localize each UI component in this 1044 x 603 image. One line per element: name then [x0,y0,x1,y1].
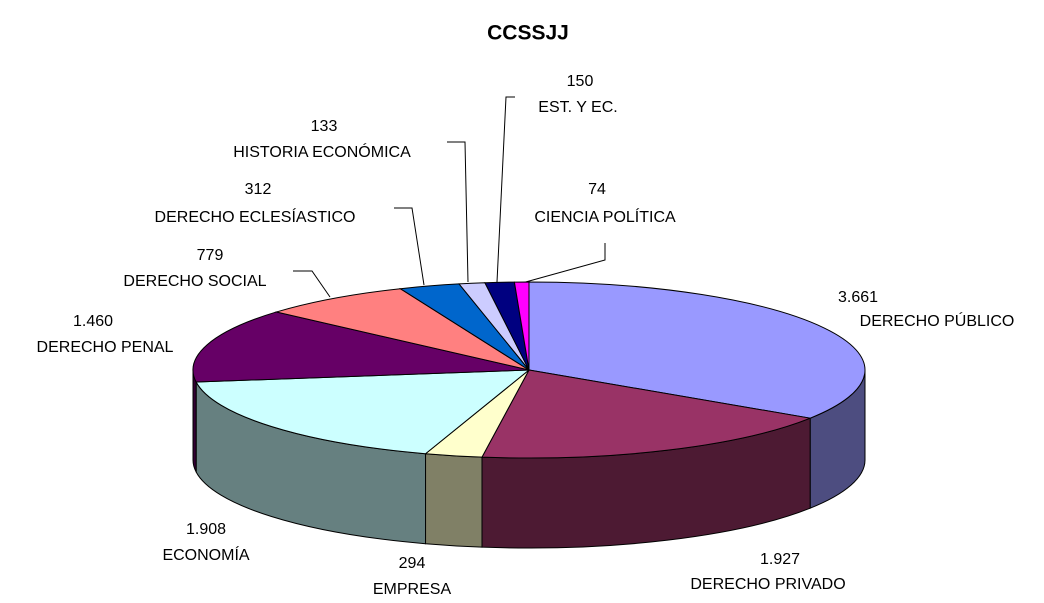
category-label: DERECHO PRIVADO [690,576,845,593]
data-label: 74 [588,181,606,198]
data-label: 1.927 [760,551,800,568]
leader-line [394,207,425,286]
leader-lines [293,96,606,298]
data-label: 150 [567,73,594,90]
data-label: 779 [197,247,224,264]
category-label: DERECHO PÚBLICO [860,311,1015,330]
pie-side [192,369,197,473]
pie-slice [274,288,530,371]
leader-line [496,96,515,283]
pie-side [425,453,483,548]
leader-line [521,243,606,284]
leader-line [293,270,331,298]
data-label: 1.460 [73,313,113,330]
category-label: CIENCIA POLÍTICA [534,207,676,226]
category-label: HISTORIA ECONÓMICA [233,142,411,161]
data-label: 312 [245,181,272,198]
pie-slice [195,369,531,455]
category-label: ECONOMÍA [162,545,249,564]
category-label: EST. Y EC. [538,99,617,116]
category-label: EMPRESA [373,581,452,598]
pie-tops [192,281,866,459]
leader-line [447,141,469,283]
pie-slice [481,369,812,459]
data-label: 133 [311,118,338,135]
category-label: DERECHO ECLESÍASTICO [155,207,356,226]
chart-title: CCSSJJ [487,22,569,45]
pie-slice [192,311,530,383]
pie-sides [192,369,866,549]
category-label: DERECHO SOCIAL [123,273,266,290]
category-label: DERECHO PENAL [37,339,174,356]
data-label: 3.661 [838,289,878,306]
data-label: 1.908 [186,521,226,538]
pie-slice [513,281,530,371]
data-label: 294 [399,555,426,572]
